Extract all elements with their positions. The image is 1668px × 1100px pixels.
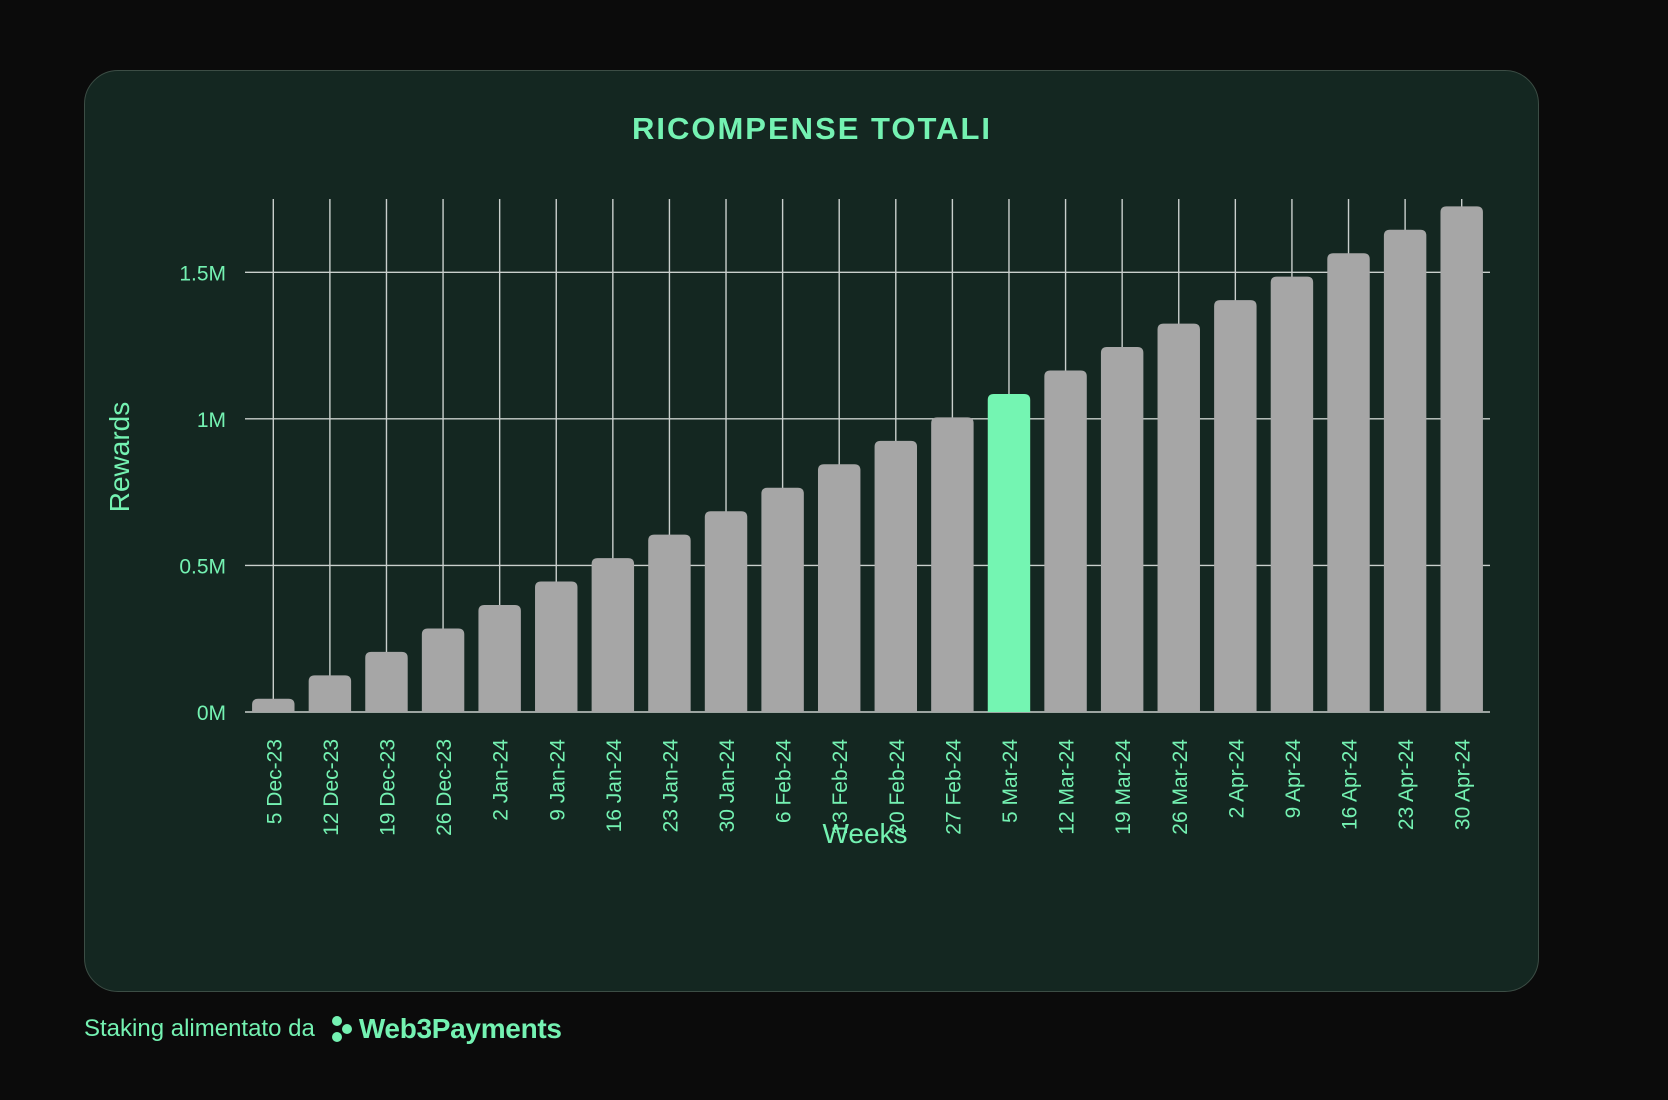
x-tick-label: 26 Mar-24 [1169,739,1192,835]
footer-text: Staking alimentato da [84,1015,315,1042]
bar [648,534,691,712]
x-tick-label: 19 Dec-23 [376,739,399,836]
bar [1214,300,1257,712]
rewards-bar-chart: RICOMPENSE TOTALI 0M 0.5M 1M 1.5M 5 Dec-23 1… [104,111,1490,849]
dots-logo-icon [331,1016,352,1042]
brand[interactable]: Web3Payments [331,1013,562,1045]
chart-title: RICOMPENSE TOTALI [632,111,992,146]
brand-name: Web3Payments [358,1013,562,1044]
x-tick-label: 23 Jan-24 [659,739,682,833]
bar [365,651,408,712]
bar [1100,347,1144,712]
x-tick-label: 30 Apr-24 [1452,739,1475,830]
x-tick-label: 20 Feb-24 [886,739,909,835]
chart-card: RICOMPENSE TOTALI 0M 0.5M 1M 1.5M 5 Dec-23 1… [84,70,1539,992]
bar [1157,323,1200,712]
bar [1327,253,1370,712]
x-tick-label: 12 Mar-24 [1056,739,1079,835]
bars [252,206,1483,713]
x-tick-label: 26 Dec-23 [433,739,456,836]
bar [308,675,352,712]
y-tick-label: 1M [197,409,226,432]
x-tick-label: 5 Mar-24 [999,739,1022,823]
bar [252,698,295,712]
bar [1044,370,1087,712]
x-tick-label: 13 Feb-24 [829,739,852,835]
x-tick-label: 27 Feb-24 [942,739,965,835]
x-axis-label: Weeks [822,818,907,849]
x-tick-label: 5 Dec-23 [263,739,286,824]
bar [704,511,748,712]
bar-highlighted [987,393,1031,712]
y-tick-label: 0.5M [179,555,226,578]
bar [1440,206,1483,713]
bar [591,558,635,712]
bar [817,464,861,712]
y-axis-ticks: 0M 0.5M 1M 1.5M [179,262,226,725]
y-tick-label: 0M [197,702,226,725]
x-tick-label: 9 Apr-24 [1282,739,1305,819]
x-axis-ticks: 5 Dec-23 12 Dec-23 19 Dec-23 26 Dec-23 2 Jan… [263,739,1474,836]
bar [874,440,918,712]
x-tick-label: 19 Mar-24 [1112,739,1135,835]
bar [535,581,578,712]
x-tick-label: 6 Feb-24 [773,739,796,823]
y-axis-label: Rewards [104,402,135,512]
x-tick-label: 16 Jan-24 [603,739,626,833]
x-tick-label: 30 Jan-24 [716,739,739,833]
bar [1383,229,1427,712]
bar [931,417,974,712]
bar [421,628,465,712]
x-tick-label: 23 Apr-24 [1395,739,1418,830]
bar [478,605,521,712]
x-tick-label: 2 Jan-24 [490,739,513,821]
footer: Staking alimentato da Web3Payments [84,1012,562,1046]
x-tick-label: 2 Apr-24 [1225,739,1248,819]
bar [761,487,804,712]
y-tick-label: 1.5M [179,262,226,285]
x-tick-label: 9 Jan-24 [546,739,569,821]
x-tick-label: 12 Dec-23 [320,739,343,836]
bar [1270,276,1314,712]
x-tick-label: 16 Apr-24 [1339,739,1362,830]
